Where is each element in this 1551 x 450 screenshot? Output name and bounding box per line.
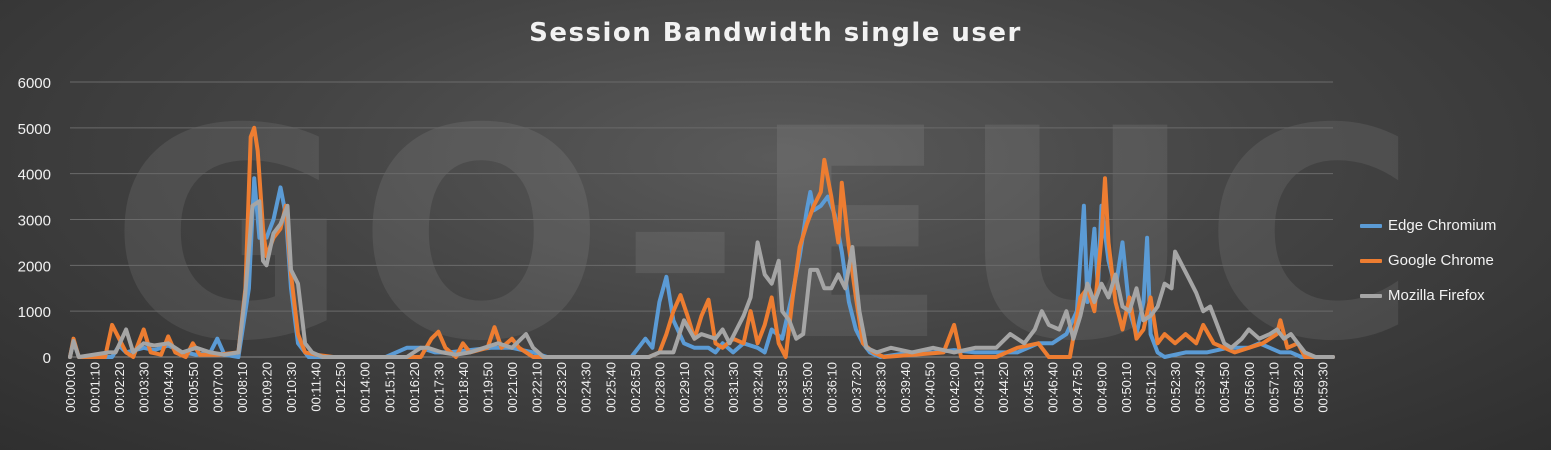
x-tick-label: 00:12:50 [333,362,348,413]
y-tick-label: 6000 [18,75,51,92]
series-layer [68,125,1335,359]
x-tick-label: 00:59:30 [1315,362,1330,413]
gridlines [70,81,1333,358]
x-tick-label: 00:49:00 [1094,362,1109,413]
legend: Edge Chromium Google Chrome Mozilla Fire… [1360,208,1496,313]
x-tick-label: 00:53:40 [1193,362,1208,413]
x-tick-label: 00:46:40 [1045,362,1060,413]
series-line-edge-chromium [68,176,1335,359]
x-tick-label: 00:02:20 [112,362,127,413]
x-tick-label: 00:38:30 [873,362,888,413]
x-tick-label: 00:37:20 [849,362,864,413]
x-tick-label: 00:14:00 [358,362,373,413]
x-tick-label: 00:22:10 [530,362,545,413]
legend-label: Edge Chromium [1388,217,1497,234]
legend-item-mozilla-firefox[interactable]: Mozilla Firefox [1360,278,1496,313]
y-tick-label: 4000 [18,167,51,184]
x-tick-label: 00:30:20 [702,362,717,413]
x-tick-label: 00:35:00 [800,362,815,413]
legend-swatch [1360,223,1382,228]
x-tick-label: 00:44:20 [996,362,1011,413]
x-tick-label: 00:19:50 [480,362,495,413]
legend-swatch [1360,293,1382,298]
x-tick-label: 00:52:30 [1168,362,1183,413]
x-tick-label: 00:56:00 [1242,362,1257,413]
x-tick-label: 00:47:50 [1070,362,1085,413]
watermark: GO-EUC [110,68,1427,405]
chart-title: Session Bandwidth single user [529,18,1022,48]
x-tick-label: 00:36:10 [824,362,839,413]
x-tick-label: 00:15:10 [382,362,397,413]
series-line-mozilla-firefox [68,199,1335,359]
x-tick-label: 00:26:50 [628,362,643,413]
x-tick-label: 00:32:40 [751,362,766,413]
x-tick-label: 00:21:00 [505,362,520,413]
x-tick-label: 00:08:10 [235,362,250,413]
x-tick-label: 00:18:40 [456,362,471,413]
y-tick-label: 5000 [18,121,51,138]
x-tick-label: 00:57:10 [1266,362,1281,413]
x-tick-label: 00:31:30 [726,362,741,413]
x-tick-label: 00:17:30 [431,362,446,413]
x-axis: 00:00:00 00:01:10 00:02:20 00:03:30 00:04:40… [63,362,1330,413]
legend-label: Google Chrome [1388,252,1494,269]
legend-item-google-chrome[interactable]: Google Chrome [1360,243,1496,278]
x-tick-label: 00:50:10 [1119,362,1134,413]
x-tick-label: 00:54:50 [1217,362,1232,413]
x-tick-label: 00:28:00 [652,362,667,413]
y-axis: 0 1000 2000 3000 4000 5000 6000 [18,75,51,367]
x-tick-label: 00:24:30 [579,362,594,413]
x-tick-label: 00:09:20 [259,362,274,413]
x-tick-label: 00:11:40 [309,362,324,412]
series-line-google-chrome [68,125,1335,359]
x-tick-label: 00:01:10 [88,362,103,413]
x-tick-label: 00:58:20 [1291,362,1306,413]
legend-item-edge-chromium[interactable]: Edge Chromium [1360,208,1496,243]
x-tick-label: 00:40:50 [923,362,938,413]
y-tick-label: 0 [43,350,51,367]
x-tick-label: 00:07:00 [210,362,225,413]
x-tick-label: 00:33:50 [775,362,790,413]
x-tick-label: 00:10:30 [284,362,299,413]
x-tick-label: 00:42:00 [947,362,962,413]
x-tick-label: 00:00:00 [63,362,78,413]
x-tick-label: 00:05:50 [186,362,201,413]
x-tick-label: 00:45:30 [1021,362,1036,413]
x-tick-label: 00:29:10 [677,362,692,413]
x-tick-label: 00:04:40 [161,362,176,413]
x-tick-label: 00:51:20 [1144,362,1159,413]
y-tick-label: 1000 [18,304,51,321]
x-tick-label: 00:16:20 [407,362,422,413]
x-tick-label: 00:23:20 [554,362,569,413]
x-tick-label: 00:39:40 [898,362,913,413]
y-tick-label: 2000 [18,258,51,275]
legend-label: Mozilla Firefox [1388,287,1485,304]
y-tick-label: 3000 [18,213,51,230]
legend-swatch [1360,258,1382,263]
x-tick-label: 00:03:30 [137,362,152,413]
x-tick-label: 00:43:10 [972,362,987,413]
x-tick-label: 00:25:40 [603,362,618,413]
